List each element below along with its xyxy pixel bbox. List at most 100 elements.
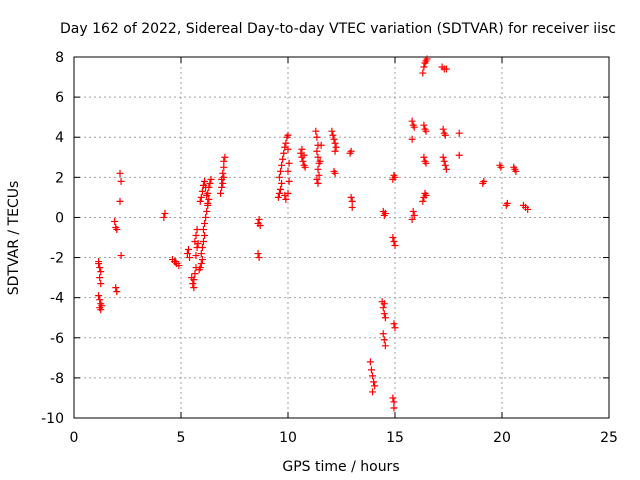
data-point xyxy=(441,131,449,139)
data-point xyxy=(192,231,200,239)
data-point xyxy=(329,131,337,139)
data-point xyxy=(160,213,168,221)
data-point xyxy=(301,163,309,171)
data-point xyxy=(161,209,169,217)
data-point xyxy=(317,141,325,149)
data-point xyxy=(282,139,290,147)
data-point xyxy=(285,177,293,185)
data-point xyxy=(254,250,262,258)
data-point xyxy=(219,169,227,177)
data-point xyxy=(348,197,356,205)
data-point xyxy=(117,177,125,185)
data-point xyxy=(381,209,389,217)
y-tick-label: -6 xyxy=(50,331,64,347)
data-point xyxy=(348,203,356,211)
grid xyxy=(74,57,609,418)
data-point xyxy=(422,191,430,199)
data-point xyxy=(113,225,121,233)
data-point xyxy=(220,173,228,181)
data-point xyxy=(186,254,194,262)
data-point xyxy=(284,167,292,175)
data-point xyxy=(512,167,520,175)
data-point xyxy=(409,207,417,215)
chart-title: Day 162 of 2022, Sidereal Day-to-day VTE… xyxy=(60,21,616,37)
data-point xyxy=(280,149,288,157)
data-point xyxy=(369,388,377,396)
data-point xyxy=(347,193,355,201)
data-point xyxy=(442,165,450,173)
data-point xyxy=(371,382,379,390)
data-point xyxy=(282,195,290,203)
data-point xyxy=(380,310,388,318)
data-point xyxy=(97,268,105,276)
data-point xyxy=(117,252,125,260)
data-point xyxy=(314,179,322,187)
data-point xyxy=(316,157,324,165)
data-point xyxy=(196,264,204,272)
data-point xyxy=(379,304,387,312)
data-point xyxy=(381,342,389,350)
data-point xyxy=(332,143,340,151)
data-point xyxy=(277,167,285,175)
data-point xyxy=(389,394,397,402)
data-point xyxy=(300,151,308,159)
data-point xyxy=(279,155,287,163)
data-point xyxy=(189,280,197,288)
data-point xyxy=(423,55,431,63)
data-point xyxy=(370,378,378,386)
data-point xyxy=(95,292,103,300)
data-point xyxy=(201,177,209,185)
data-point xyxy=(96,264,104,272)
data-point xyxy=(113,288,121,296)
data-point xyxy=(275,189,283,197)
data-point xyxy=(480,177,488,185)
y-tick-label: 4 xyxy=(55,130,64,146)
data-point xyxy=(255,215,263,223)
data-point xyxy=(313,175,321,183)
data-point xyxy=(497,163,505,171)
data-point xyxy=(274,193,282,201)
data-point xyxy=(220,163,228,171)
data-point xyxy=(218,183,226,191)
data-point xyxy=(408,117,416,125)
data-point xyxy=(422,127,430,135)
data-point xyxy=(198,256,206,264)
data-point xyxy=(366,358,374,366)
data-point xyxy=(314,153,322,161)
data-point xyxy=(278,179,286,187)
data-point xyxy=(97,306,105,314)
data-point xyxy=(172,258,180,266)
data-point xyxy=(191,270,199,278)
data-point xyxy=(439,125,447,133)
y-tick-label: 2 xyxy=(55,170,64,186)
data-point xyxy=(198,187,206,195)
data-point xyxy=(190,284,198,292)
data-point xyxy=(198,244,206,252)
data-point xyxy=(391,242,399,250)
data-point xyxy=(455,129,463,137)
data-point xyxy=(390,404,398,412)
data-point xyxy=(390,320,398,328)
data-point xyxy=(201,231,209,239)
y-tick-label: -4 xyxy=(50,291,64,307)
data-point xyxy=(219,179,227,187)
data-point xyxy=(116,197,124,205)
data-point xyxy=(390,238,398,246)
data-point xyxy=(193,225,201,233)
data-point xyxy=(175,262,183,270)
data-point xyxy=(503,199,511,207)
data-point xyxy=(299,157,307,165)
data-point xyxy=(217,189,225,197)
data-point xyxy=(275,173,283,181)
data-point xyxy=(285,159,293,167)
x-tick-label: 25 xyxy=(600,430,618,446)
data-point xyxy=(278,161,286,169)
data-point xyxy=(112,284,120,292)
data-point xyxy=(203,207,211,215)
data-point xyxy=(284,189,292,197)
data-point xyxy=(196,197,204,205)
data-point xyxy=(194,240,202,248)
data-point xyxy=(390,398,398,406)
data-point xyxy=(96,296,104,304)
